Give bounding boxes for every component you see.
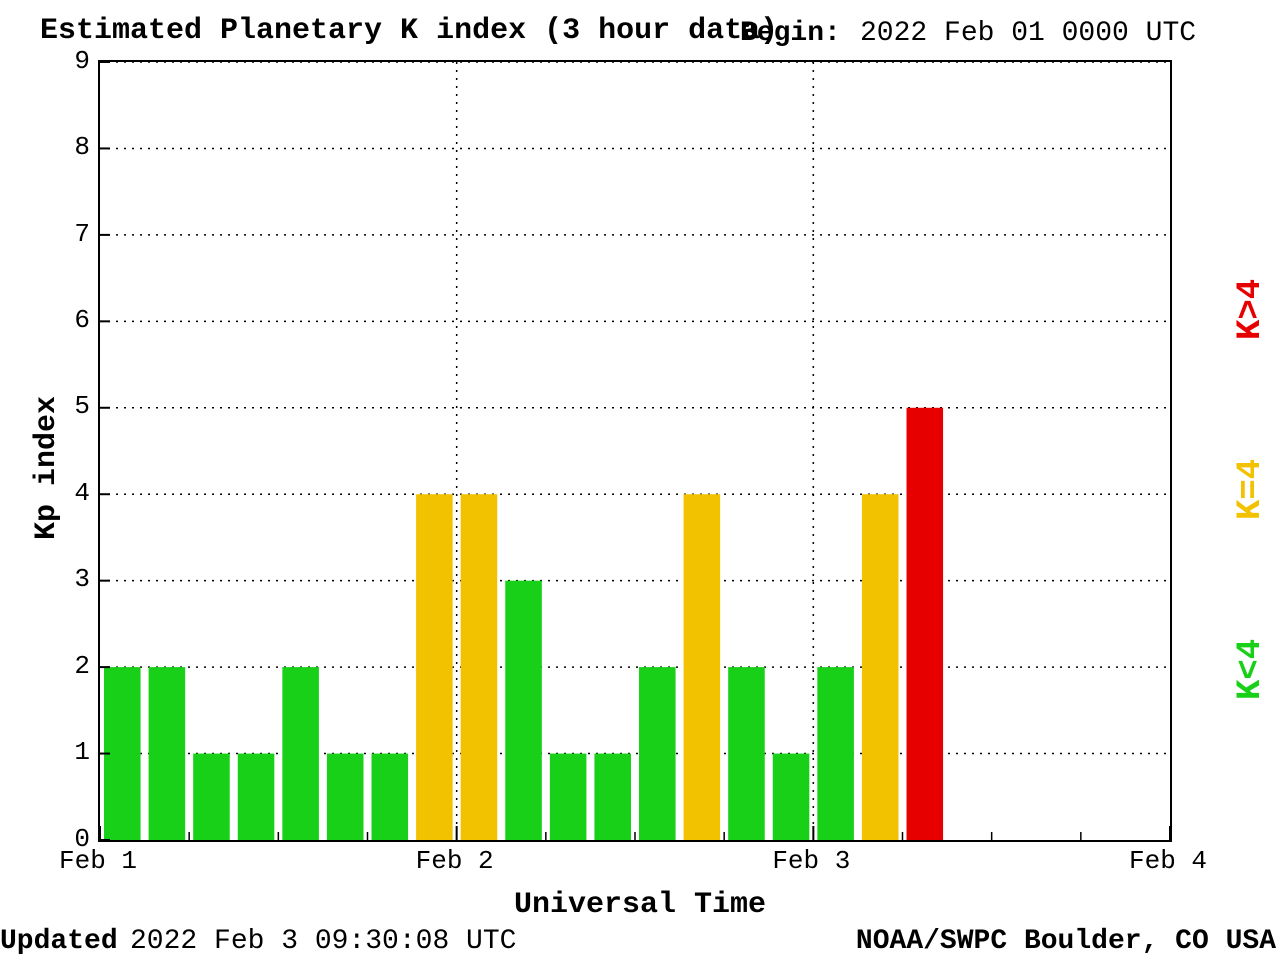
updated-value: 2022 Feb 3 09:30:08 UTC: [130, 926, 516, 957]
y-tick-label: 7: [58, 219, 90, 249]
chart-container: Estimated Planetary K index (3 hour data…: [0, 0, 1280, 960]
bar: [684, 494, 721, 840]
begin-label: Begin:: [740, 18, 841, 49]
bar: [238, 754, 275, 840]
bar: [728, 667, 765, 840]
y-tick-label: 2: [58, 651, 90, 681]
y-tick-label: 9: [58, 46, 90, 76]
bar: [639, 667, 676, 840]
y-tick-label: 4: [58, 478, 90, 508]
y-tick-label: 3: [58, 564, 90, 594]
x-tick-label: Feb 1: [38, 846, 158, 876]
x-axis-label: Universal Time: [0, 888, 1280, 922]
chart-title: Estimated Planetary K index (3 hour data…: [40, 14, 778, 48]
bar: [862, 494, 899, 840]
x-tick-label: Feb 2: [395, 846, 515, 876]
bar: [327, 754, 364, 840]
plot-svg: [100, 62, 1170, 840]
bar: [416, 494, 453, 840]
x-tick-label: Feb 3: [751, 846, 871, 876]
source-label: NOAA/SWPC Boulder, CO USA: [856, 926, 1276, 957]
bar: [594, 754, 631, 840]
y-tick-label: 1: [58, 737, 90, 767]
bar: [372, 754, 409, 840]
bar: [461, 494, 498, 840]
begin-value: 2022 Feb 01 0000 UTC: [860, 18, 1196, 49]
legend-low: K<4: [1232, 639, 1270, 700]
x-tick-label: Feb 4: [1108, 846, 1228, 876]
y-tick-label: 5: [58, 391, 90, 421]
plot-area: [98, 60, 1172, 842]
updated-label: Updated: [0, 926, 118, 957]
bar: [907, 408, 944, 840]
legend-mid: K=4: [1232, 459, 1270, 520]
bar: [505, 581, 542, 840]
bar: [149, 667, 186, 840]
y-tick-label: 8: [58, 132, 90, 162]
legend-high: K>4: [1232, 279, 1270, 340]
bar: [193, 754, 230, 840]
bar: [773, 754, 810, 840]
bar: [817, 667, 854, 840]
y-tick-label: 6: [58, 305, 90, 335]
bar: [282, 667, 319, 840]
bar: [550, 754, 587, 840]
